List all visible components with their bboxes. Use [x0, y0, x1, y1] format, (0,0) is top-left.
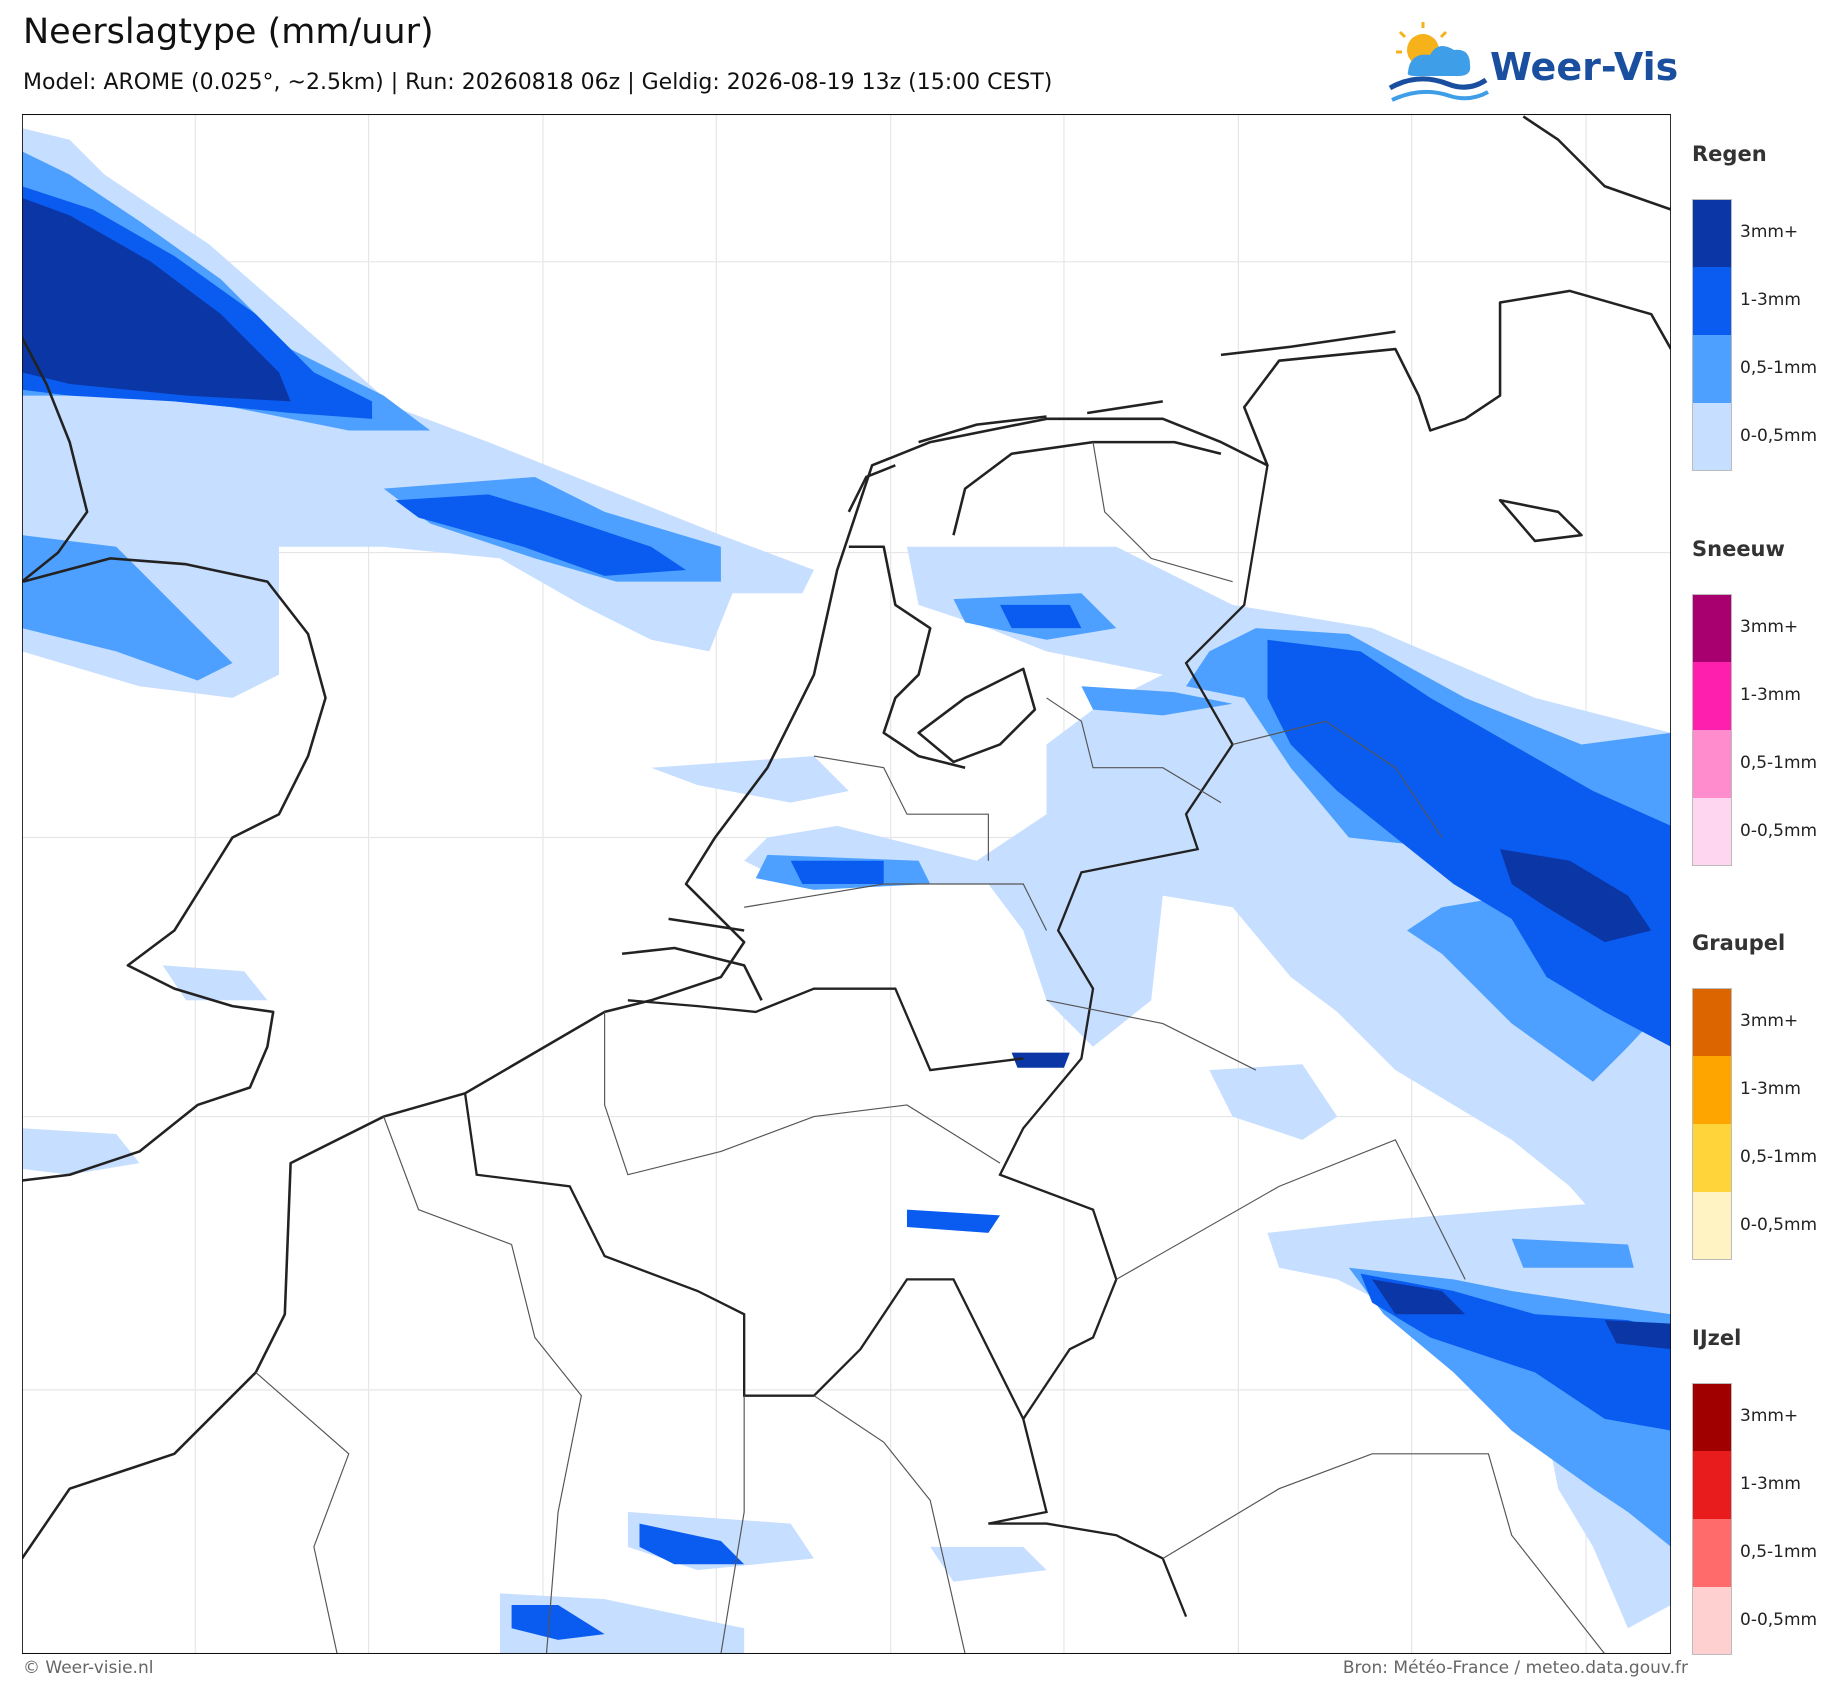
- footer-right: Bron: Météo-France / meteo.data.gouv.fr: [1342, 1658, 1688, 1678]
- legend-swatch: [1692, 662, 1731, 730]
- legend-label: 1-3mm: [1740, 1079, 1801, 1099]
- legend-swatch: [1692, 798, 1731, 866]
- legend-swatch: [1692, 1451, 1731, 1519]
- legend-box: [1692, 1383, 1732, 1655]
- legend-label: 0,5-1mm: [1740, 1147, 1818, 1167]
- legend-title: Graupel: [1692, 931, 1786, 955]
- legend-swatch: [1692, 1519, 1731, 1587]
- legend-swatch: [1692, 730, 1731, 798]
- legend-swatch: [1692, 594, 1731, 662]
- legend-swatch: [1692, 335, 1731, 403]
- title: Neerslagtype (mm/uur): [23, 12, 434, 52]
- legend-label: 0-0,5mm: [1740, 1610, 1818, 1630]
- legend-label: 1-3mm: [1740, 1474, 1801, 1494]
- legend-swatch: [1692, 267, 1731, 335]
- precipitation-very-heavy: [22, 197, 1671, 1350]
- legend-swatch: [1692, 1587, 1731, 1655]
- legend-swatch: [1692, 1124, 1731, 1192]
- legend-label: 0-0,5mm: [1740, 821, 1818, 841]
- legend: Regen 3mm+ 1-3mm 0,5-1mm 0-0,5mm Sneeuw 3mm+ 1-…: [1692, 0, 1824, 1681]
- logo-text: Weer-Visie: [1490, 45, 1678, 89]
- legend-title: Regen: [1692, 142, 1767, 166]
- legend-label: 3mm+: [1740, 1406, 1799, 1426]
- province-borders: [255, 442, 1606, 1654]
- legend-swatch: [1692, 1383, 1731, 1451]
- legend-swatch: [1692, 988, 1731, 1056]
- legend-label: 3mm+: [1740, 222, 1799, 242]
- legend-title: Sneeuw: [1692, 537, 1785, 561]
- legend-title: IJzel: [1692, 1326, 1742, 1350]
- legend-swatch: [1692, 1056, 1731, 1124]
- legend-box: [1692, 594, 1732, 866]
- legend-swatch: [1692, 403, 1731, 471]
- legend-swatch: [1692, 1192, 1731, 1260]
- legend-label: 0,5-1mm: [1740, 753, 1818, 773]
- legend-box: [1692, 988, 1732, 1260]
- logo: Weer-Visie: [1388, 22, 1678, 102]
- legend-label: 3mm+: [1740, 617, 1799, 637]
- legend-label: 1-3mm: [1740, 290, 1801, 310]
- legend-label: 0-0,5mm: [1740, 1215, 1818, 1235]
- legend-label: 1-3mm: [1740, 685, 1801, 705]
- legend-swatch: [1692, 199, 1731, 267]
- subtitle: Model: AROME (0.025°, ~2.5km) | Run: 202…: [23, 70, 1053, 95]
- legend-box: [1692, 199, 1732, 471]
- map: [22, 114, 1671, 1654]
- logo-icon: [1388, 22, 1489, 102]
- legend-label: 0,5-1mm: [1740, 358, 1818, 378]
- legend-label: 0-0,5mm: [1740, 426, 1818, 446]
- legend-label: 0,5-1mm: [1740, 1542, 1818, 1562]
- footer-left: © Weer-visie.nl: [23, 1658, 154, 1678]
- coastlines: [22, 115, 1671, 1560]
- map-frame: [22, 114, 1671, 1654]
- legend-label: 3mm+: [1740, 1011, 1799, 1031]
